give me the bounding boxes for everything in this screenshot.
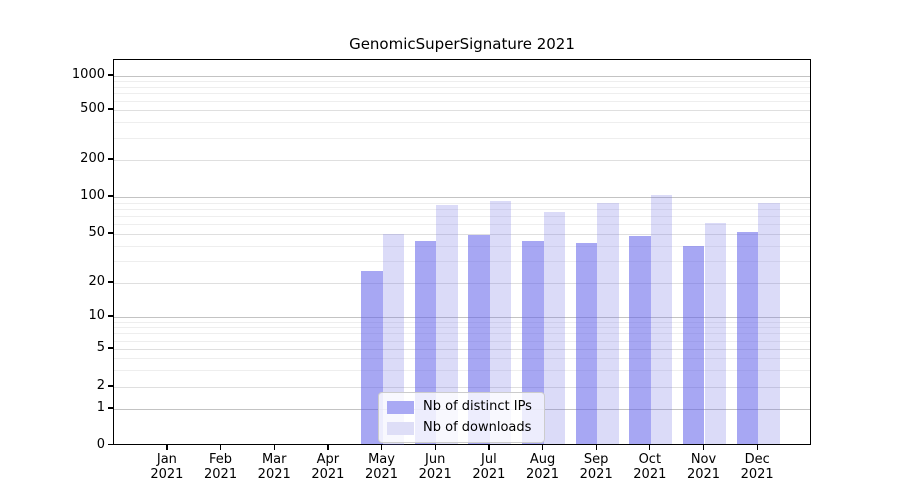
y-tick-label-100: 100 bbox=[80, 188, 105, 203]
bar-distinct-ips-sep bbox=[575, 243, 598, 445]
plot-area bbox=[113, 59, 811, 445]
x-tick-mark-jun bbox=[434, 445, 436, 450]
y-tick-mark-10 bbox=[108, 315, 113, 317]
y-tick-mark-100 bbox=[108, 195, 113, 197]
gridline-400 bbox=[114, 122, 810, 124]
x-tick-mark-mar bbox=[273, 445, 275, 450]
y-tick-mark-20 bbox=[108, 281, 113, 283]
y-tick-mark-1000 bbox=[108, 74, 113, 76]
x-tick-mark-dec bbox=[756, 445, 758, 450]
x-tick-mark-aug bbox=[541, 445, 544, 450]
gridline-2 bbox=[114, 387, 810, 388]
x-tick-mark-may bbox=[380, 445, 383, 450]
x-tick-mark-nov bbox=[702, 445, 705, 450]
gridline-80 bbox=[114, 208, 810, 210]
chart-title: GenomicSuperSignature 2021 bbox=[349, 35, 575, 53]
bar-downloads-nov bbox=[704, 223, 726, 445]
gridline-3 bbox=[114, 370, 810, 372]
x-tick-label-sep: Sep 2021 bbox=[579, 452, 613, 482]
y-tick-label-1: 1 bbox=[96, 400, 105, 415]
gridline-30 bbox=[114, 261, 810, 263]
bar-downloads-may bbox=[382, 234, 404, 445]
y-tick-label-500: 500 bbox=[80, 101, 105, 116]
y-tick-mark-50 bbox=[108, 232, 113, 234]
bar-downloads-jun bbox=[436, 205, 458, 445]
x-tick-mark-sep bbox=[595, 445, 597, 450]
gridline-100 bbox=[114, 197, 810, 198]
gridline-10 bbox=[114, 317, 810, 318]
y-tick-label-200: 200 bbox=[80, 151, 105, 166]
gridline-8 bbox=[114, 327, 810, 329]
gridline-70 bbox=[114, 216, 810, 218]
bar-downloads-dec bbox=[758, 202, 780, 445]
x-tick-label-jul: Jul 2021 bbox=[472, 452, 506, 482]
bar-distinct-ips-oct bbox=[629, 236, 651, 445]
x-tick-label-dec: Dec 2021 bbox=[740, 452, 774, 482]
x-tick-mark-jul bbox=[488, 445, 490, 450]
gridline-6 bbox=[114, 340, 810, 342]
bar-distinct-ips-nov bbox=[683, 245, 705, 445]
y-tick-mark-200 bbox=[108, 158, 113, 160]
y-tick-mark-5 bbox=[108, 347, 113, 349]
gridline-200 bbox=[114, 160, 810, 161]
x-tick-label-aug: Aug 2021 bbox=[525, 452, 560, 482]
gridline-50 bbox=[114, 234, 810, 235]
bar-downloads-aug bbox=[543, 212, 565, 445]
y-tick-mark-2 bbox=[108, 385, 113, 387]
bar-distinct-ips-dec bbox=[736, 231, 759, 445]
x-tick-mark-jan bbox=[166, 445, 168, 450]
legend-swatch-downloads bbox=[387, 421, 414, 435]
gridline-500 bbox=[114, 110, 810, 111]
gridline-1000 bbox=[114, 76, 810, 77]
gridline-9 bbox=[114, 321, 810, 323]
legend: Nb of distinct IPs Nb of downloads bbox=[378, 392, 545, 443]
legend-item-distinct-ips: Nb of distinct IPs bbox=[387, 400, 532, 414]
gridline-300 bbox=[114, 137, 810, 139]
x-tick-mark-apr bbox=[327, 445, 329, 450]
x-tick-label-nov: Nov 2021 bbox=[686, 452, 721, 482]
gridline-800 bbox=[114, 86, 810, 88]
bar-downloads-jul bbox=[489, 201, 512, 445]
gridline-600 bbox=[114, 101, 810, 103]
x-tick-label-jun: Jun 2021 bbox=[418, 452, 452, 482]
gridline-40 bbox=[114, 245, 810, 247]
x-tick-label-jan: Jan 2021 bbox=[150, 452, 184, 482]
x-tick-label-feb: Feb 2021 bbox=[204, 452, 238, 482]
x-tick-mark-oct bbox=[649, 445, 651, 450]
legend-label-distinct-ips: Nb of distinct IPs bbox=[423, 399, 532, 414]
gridline-700 bbox=[114, 93, 810, 95]
x-tick-label-may: May 2021 bbox=[364, 452, 399, 482]
y-tick-label-1000: 1000 bbox=[71, 67, 105, 82]
legend-swatch-distinct-ips bbox=[387, 400, 414, 414]
y-tick-mark-500 bbox=[108, 108, 113, 110]
y-tick-label-10: 10 bbox=[88, 308, 105, 323]
x-tick-label-apr: Apr 2021 bbox=[311, 452, 345, 482]
y-tick-mark-1 bbox=[108, 407, 113, 409]
y-tick-label-2: 2 bbox=[96, 378, 105, 393]
x-tick-label-mar: Mar 2021 bbox=[257, 452, 291, 482]
gridline-7 bbox=[114, 333, 810, 335]
legend-item-downloads: Nb of downloads bbox=[387, 421, 532, 435]
gridline-20 bbox=[114, 283, 810, 284]
gridline-4 bbox=[114, 358, 810, 360]
legend-label-downloads: Nb of downloads bbox=[423, 420, 532, 435]
bar-downloads-sep bbox=[597, 203, 619, 445]
y-tick-label-0: 0 bbox=[96, 436, 105, 452]
gridline-5 bbox=[114, 349, 810, 350]
gridline-90 bbox=[114, 202, 810, 204]
bar-downloads-oct bbox=[650, 195, 673, 445]
gridline-60 bbox=[114, 224, 810, 226]
y-tick-mark-0 bbox=[108, 444, 113, 446]
x-tick-label-oct: Oct 2021 bbox=[633, 452, 667, 482]
x-tick-mark-feb bbox=[219, 445, 222, 450]
y-tick-label-5: 5 bbox=[96, 340, 105, 355]
y-tick-label-50: 50 bbox=[88, 225, 105, 240]
y-tick-label-20: 20 bbox=[88, 274, 105, 289]
gridline-900 bbox=[114, 81, 810, 83]
bar-distinct-ips-may bbox=[361, 271, 383, 445]
